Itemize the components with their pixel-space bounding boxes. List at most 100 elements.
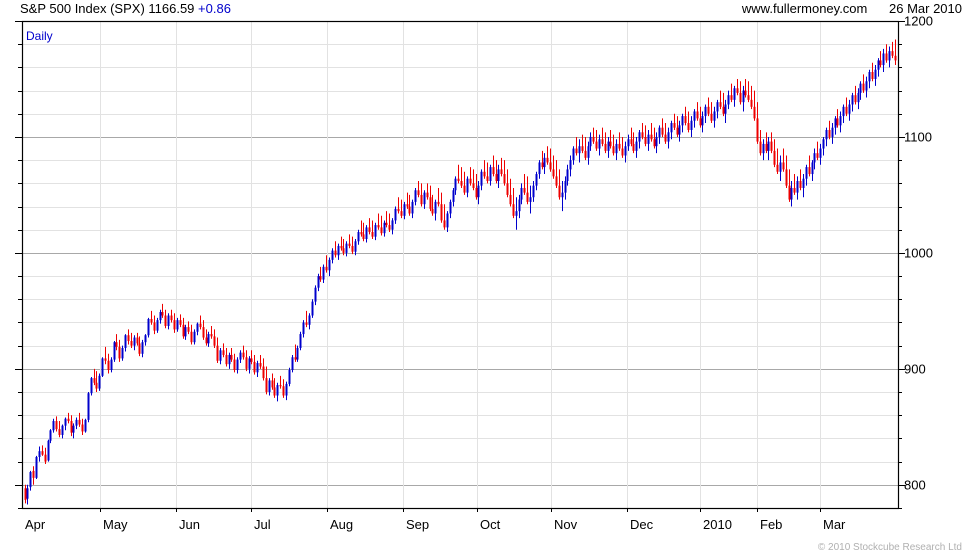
candle-body (328, 259, 331, 271)
candlestick (670, 120, 673, 140)
candlestick (632, 132, 635, 154)
candlestick (854, 85, 857, 105)
candle-body (811, 162, 814, 175)
candlestick (747, 81, 750, 103)
candle-body (406, 204, 409, 207)
candlestick (681, 113, 684, 133)
candlestick (365, 225, 368, 243)
candle-body (420, 194, 423, 205)
candle-body (808, 167, 811, 175)
candle-body (61, 425, 64, 435)
candle-body (552, 169, 555, 177)
candle-body (380, 227, 383, 234)
candlestick (44, 447, 47, 464)
candle-body (233, 359, 236, 371)
candle-body (357, 232, 360, 242)
candlestick (107, 353, 110, 374)
candlestick (262, 358, 265, 381)
candlestick (242, 345, 245, 360)
candle-body (592, 136, 595, 142)
candle-body (664, 134, 667, 142)
candle-body (371, 232, 374, 237)
candlestick (374, 222, 377, 241)
candlestick (414, 187, 417, 206)
candle-body (259, 363, 262, 367)
candlestick (305, 310, 308, 328)
candlestick (621, 136, 624, 158)
candlestick (701, 111, 704, 133)
candle-body (153, 322, 156, 331)
candle-body (767, 141, 770, 151)
candle-body (670, 123, 673, 133)
candle-body (805, 167, 808, 179)
candle-body (87, 393, 90, 420)
candlestick (655, 132, 658, 154)
candle-body (75, 419, 78, 426)
candle-body (127, 335, 130, 342)
candle-body (334, 250, 337, 256)
candle-body (635, 141, 638, 151)
candle-body (81, 424, 84, 432)
candlestick (371, 220, 374, 239)
candle-body (518, 199, 521, 212)
candlestick (756, 102, 759, 144)
candle-body (475, 187, 478, 198)
candle-body (213, 336, 216, 346)
candle-body (431, 208, 434, 214)
candlestick (589, 132, 592, 151)
candle-body (868, 72, 871, 82)
candle-body (24, 488, 27, 500)
candlestick (882, 48, 885, 73)
candle-body (302, 322, 305, 335)
candle-body (581, 146, 584, 151)
candle-body (512, 204, 515, 216)
candle-body (831, 127, 834, 137)
candle-body (311, 301, 314, 316)
candle-body (67, 418, 70, 422)
candlestick (888, 46, 891, 68)
candlestick (205, 329, 208, 346)
candlestick (411, 199, 414, 219)
candle-body (164, 315, 167, 326)
candlestick (52, 418, 55, 433)
candle-body (719, 102, 722, 107)
candlestick (136, 332, 139, 346)
candle-body (874, 69, 877, 79)
candlestick (164, 309, 167, 329)
plot-border (21, 20, 900, 510)
candle-body (595, 141, 598, 149)
candlestick (256, 360, 259, 377)
candlestick (641, 123, 644, 140)
candle-body (337, 245, 340, 256)
candle-body (684, 116, 687, 124)
candle-body (587, 146, 590, 158)
candlestick (334, 241, 337, 258)
candle-body (38, 451, 41, 457)
candle-body (196, 323, 199, 332)
candle-body (351, 245, 354, 252)
candle-body (179, 320, 182, 325)
candlestick (727, 90, 730, 110)
candlestick (81, 418, 84, 435)
candle-body (202, 327, 205, 338)
candlestick (276, 382, 279, 402)
source-and-date: www.fullermoney.com 26 Mar 2010 (742, 1, 962, 16)
candlestick (647, 129, 650, 151)
candlestick (523, 174, 526, 195)
candle-body (434, 201, 437, 214)
candle-body (285, 383, 288, 396)
candlestick (299, 331, 302, 351)
candlestick (294, 344, 297, 362)
candle-body (607, 141, 610, 151)
candlestick (770, 132, 773, 154)
candlestick (216, 337, 219, 364)
candle-body (802, 178, 805, 188)
candlestick (29, 470, 32, 491)
candlestick (615, 139, 618, 161)
candlestick (360, 220, 363, 237)
candle-body (282, 386, 285, 396)
candle-body (500, 169, 503, 175)
candlestick (627, 134, 630, 151)
candle-body (469, 178, 472, 184)
